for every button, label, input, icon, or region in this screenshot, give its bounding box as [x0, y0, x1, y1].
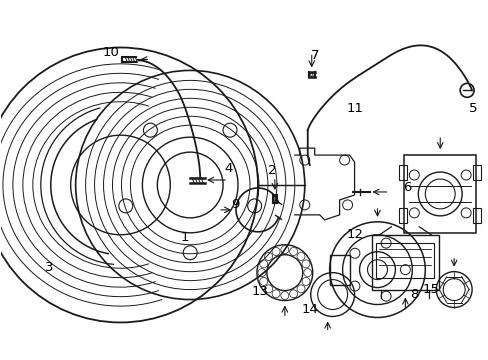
Text: 1: 1 [181, 231, 189, 244]
Bar [399, 208, 407, 223]
Text: 14: 14 [301, 303, 318, 316]
Text: 15: 15 [422, 283, 439, 296]
Text: 11: 11 [346, 102, 362, 115]
Text: 2: 2 [267, 163, 276, 176]
Bar [404, 155, 475, 233]
Text: 4: 4 [224, 162, 232, 175]
Text: 7: 7 [310, 49, 318, 62]
Text: 13: 13 [251, 285, 268, 298]
Text: 8: 8 [409, 288, 418, 301]
Text: 3: 3 [44, 261, 53, 274]
Bar [371, 235, 438, 289]
Text: 5: 5 [468, 102, 476, 115]
Bar [399, 165, 407, 180]
Text: 10: 10 [102, 46, 119, 59]
Bar [472, 208, 480, 223]
Bar [376, 243, 433, 278]
Text: 6: 6 [403, 181, 411, 194]
Bar [329, 255, 349, 285]
Text: 9: 9 [230, 198, 239, 211]
Bar [472, 165, 480, 180]
Text: 12: 12 [346, 228, 362, 241]
